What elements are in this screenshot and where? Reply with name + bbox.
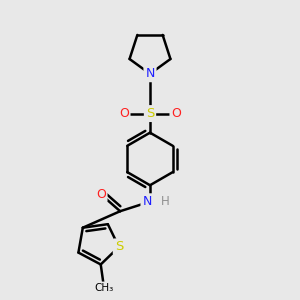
Text: N: N bbox=[142, 195, 152, 208]
Text: O: O bbox=[171, 107, 181, 120]
Text: CH₃: CH₃ bbox=[94, 283, 113, 293]
Text: H: H bbox=[161, 195, 170, 208]
Text: N: N bbox=[145, 68, 155, 80]
Text: S: S bbox=[115, 240, 123, 254]
Text: O: O bbox=[119, 107, 129, 120]
Text: S: S bbox=[146, 107, 154, 120]
Text: O: O bbox=[96, 188, 106, 201]
